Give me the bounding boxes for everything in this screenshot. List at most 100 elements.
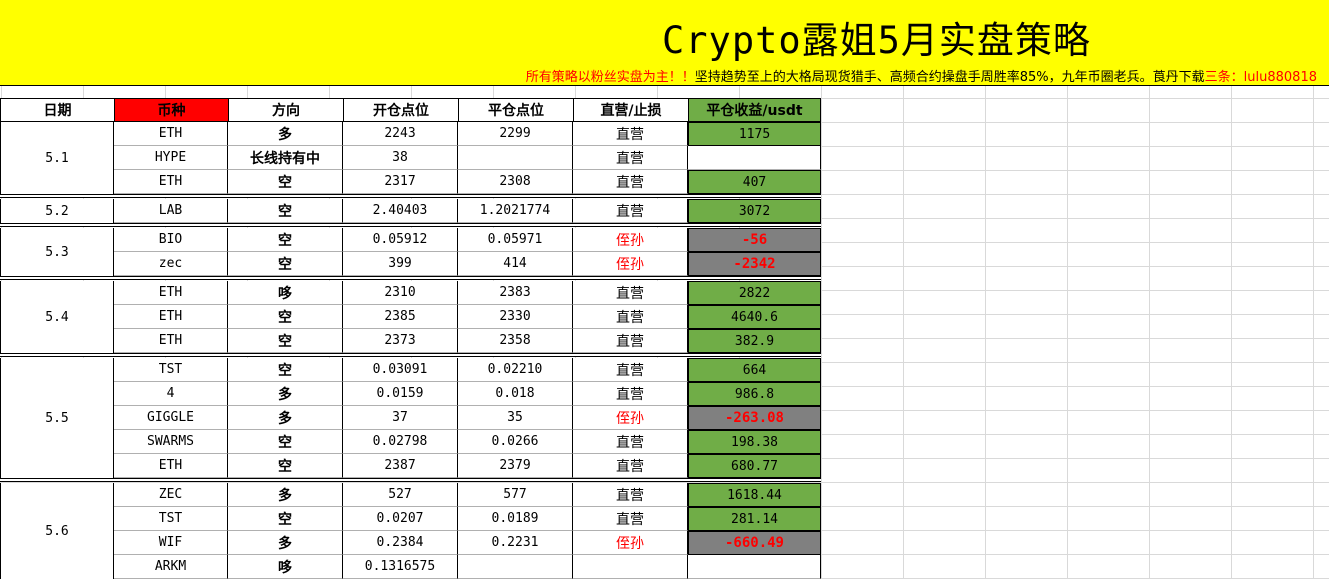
direction-cell[interactable]: 多 (228, 122, 343, 146)
close-price-cell[interactable] (458, 555, 573, 579)
pnl-cell[interactable]: 1618.44 (688, 483, 821, 507)
trade-type-cell[interactable]: 直营 (573, 199, 688, 223)
pnl-cell[interactable]: 986.8 (688, 382, 821, 406)
header-direction[interactable]: 方向 (228, 98, 344, 122)
pnl-cell[interactable]: -56 (688, 228, 821, 252)
coin-cell[interactable]: 4 (114, 382, 228, 406)
close-price-cell[interactable]: 414 (458, 252, 573, 276)
coin-cell[interactable]: LAB (114, 199, 228, 223)
close-price-cell[interactable]: 2379 (458, 454, 573, 478)
direction-cell[interactable]: 空 (228, 454, 343, 478)
coin-cell[interactable]: HYPE (114, 146, 228, 170)
close-price-cell[interactable]: 1.2021774 (458, 199, 573, 223)
trade-type-cell[interactable]: 直营 (573, 430, 688, 454)
open-price-cell[interactable]: 399 (343, 252, 458, 276)
date-cell[interactable]: 5.2 (0, 199, 114, 223)
direction-cell[interactable]: 长线持有中 (228, 146, 343, 170)
open-price-cell[interactable]: 0.0207 (343, 507, 458, 531)
header-date[interactable]: 日期 (0, 98, 115, 122)
trade-type-cell[interactable]: 直营 (573, 454, 688, 478)
pnl-cell[interactable] (688, 555, 821, 579)
close-price-cell[interactable]: 0.018 (458, 382, 573, 406)
open-price-cell[interactable]: 2385 (343, 305, 458, 329)
open-price-cell[interactable]: 0.0159 (343, 382, 458, 406)
close-price-cell[interactable]: 577 (458, 483, 573, 507)
coin-cell[interactable]: WIF (114, 531, 228, 555)
close-price-cell[interactable]: 0.05971 (458, 228, 573, 252)
header-coin[interactable]: 币种 (114, 98, 229, 122)
pnl-cell[interactable]: 382.9 (688, 329, 821, 353)
coin-cell[interactable]: ETH (114, 281, 228, 305)
close-price-cell[interactable]: 0.02210 (458, 358, 573, 382)
trade-type-cell[interactable]: 直营 (573, 305, 688, 329)
trade-type-cell[interactable]: 直营 (573, 329, 688, 353)
header-type[interactable]: 直营/止损 (573, 98, 689, 122)
direction-cell[interactable]: 多 (228, 406, 343, 430)
trade-type-cell[interactable]: 直营 (573, 122, 688, 146)
open-price-cell[interactable]: 2373 (343, 329, 458, 353)
coin-cell[interactable]: TST (114, 507, 228, 531)
close-price-cell[interactable] (458, 146, 573, 170)
open-price-cell[interactable]: 2310 (343, 281, 458, 305)
coin-cell[interactable]: ETH (114, 170, 228, 194)
direction-cell[interactable]: 空 (228, 430, 343, 454)
pnl-cell[interactable]: -263.08 (688, 406, 821, 430)
pnl-cell[interactable]: 198.38 (688, 430, 821, 454)
header-open[interactable]: 开仓点位 (343, 98, 459, 122)
coin-cell[interactable]: ETH (114, 122, 228, 146)
trade-type-cell[interactable]: 直营 (573, 281, 688, 305)
pnl-cell[interactable]: 2822 (688, 281, 821, 305)
date-cell[interactable]: 5.5 (0, 358, 114, 478)
close-price-cell[interactable]: 2330 (458, 305, 573, 329)
coin-cell[interactable]: GIGGLE (114, 406, 228, 430)
pnl-cell[interactable]: 281.14 (688, 507, 821, 531)
pnl-cell[interactable]: -660.49 (688, 531, 821, 555)
trade-type-cell[interactable]: 直营 (573, 170, 688, 194)
open-price-cell[interactable]: 2387 (343, 454, 458, 478)
open-price-cell[interactable]: 2317 (343, 170, 458, 194)
open-price-cell[interactable]: 0.1316575 (343, 555, 458, 579)
close-price-cell[interactable]: 2358 (458, 329, 573, 353)
direction-cell[interactable]: 空 (228, 170, 343, 194)
direction-cell[interactable]: 空 (228, 252, 343, 276)
trade-type-cell[interactable]: 直营 (573, 382, 688, 406)
close-price-cell[interactable]: 2383 (458, 281, 573, 305)
trade-type-cell[interactable]: 侄孙 (573, 252, 688, 276)
coin-cell[interactable]: ETH (114, 329, 228, 353)
coin-cell[interactable]: ETH (114, 305, 228, 329)
header-close[interactable]: 平仓点位 (458, 98, 574, 122)
open-price-cell[interactable]: 0.02798 (343, 430, 458, 454)
close-price-cell[interactable]: 0.0266 (458, 430, 573, 454)
trade-type-cell[interactable] (573, 555, 688, 579)
date-cell[interactable]: 5.4 (0, 281, 114, 353)
date-cell[interactable]: 5.6 (0, 483, 114, 579)
close-price-cell[interactable]: 35 (458, 406, 573, 430)
open-price-cell[interactable]: 527 (343, 483, 458, 507)
trade-type-cell[interactable]: 直营 (573, 507, 688, 531)
open-price-cell[interactable]: 0.05912 (343, 228, 458, 252)
pnl-cell[interactable]: -2342 (688, 252, 821, 276)
pnl-cell[interactable]: 407 (688, 170, 821, 194)
pnl-cell[interactable] (688, 146, 821, 170)
trade-type-cell[interactable]: 侄孙 (573, 228, 688, 252)
pnl-cell[interactable]: 664 (688, 358, 821, 382)
coin-cell[interactable]: BIO (114, 228, 228, 252)
trade-type-cell[interactable]: 侄孙 (573, 406, 688, 430)
date-cell[interactable]: 5.3 (0, 228, 114, 276)
coin-cell[interactable]: ETH (114, 454, 228, 478)
direction-cell[interactable]: 哆 (228, 555, 343, 579)
direction-cell[interactable]: 多 (228, 483, 343, 507)
direction-cell[interactable]: 多 (228, 531, 343, 555)
trade-type-cell[interactable]: 直营 (573, 358, 688, 382)
coin-cell[interactable]: SWARMS (114, 430, 228, 454)
open-price-cell[interactable]: 0.2384 (343, 531, 458, 555)
coin-cell[interactable]: ZEC (114, 483, 228, 507)
direction-cell[interactable]: 空 (228, 199, 343, 223)
pnl-cell[interactable]: 3072 (688, 199, 821, 223)
pnl-cell[interactable]: 680.77 (688, 454, 821, 478)
coin-cell[interactable]: TST (114, 358, 228, 382)
direction-cell[interactable]: 哆 (228, 281, 343, 305)
trade-type-cell[interactable]: 侄孙 (573, 531, 688, 555)
date-cell[interactable]: 5.1 (0, 122, 114, 194)
header-pnl[interactable]: 平仓收益/usdt (688, 98, 821, 122)
